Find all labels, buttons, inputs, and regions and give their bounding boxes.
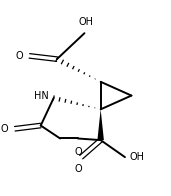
Text: OH: OH xyxy=(78,17,94,27)
Text: O: O xyxy=(1,124,8,134)
Text: OH: OH xyxy=(130,152,145,162)
Text: O: O xyxy=(74,147,82,157)
Text: O: O xyxy=(74,164,82,174)
Text: HN: HN xyxy=(34,91,49,101)
Polygon shape xyxy=(97,109,104,140)
Text: O: O xyxy=(15,51,23,61)
